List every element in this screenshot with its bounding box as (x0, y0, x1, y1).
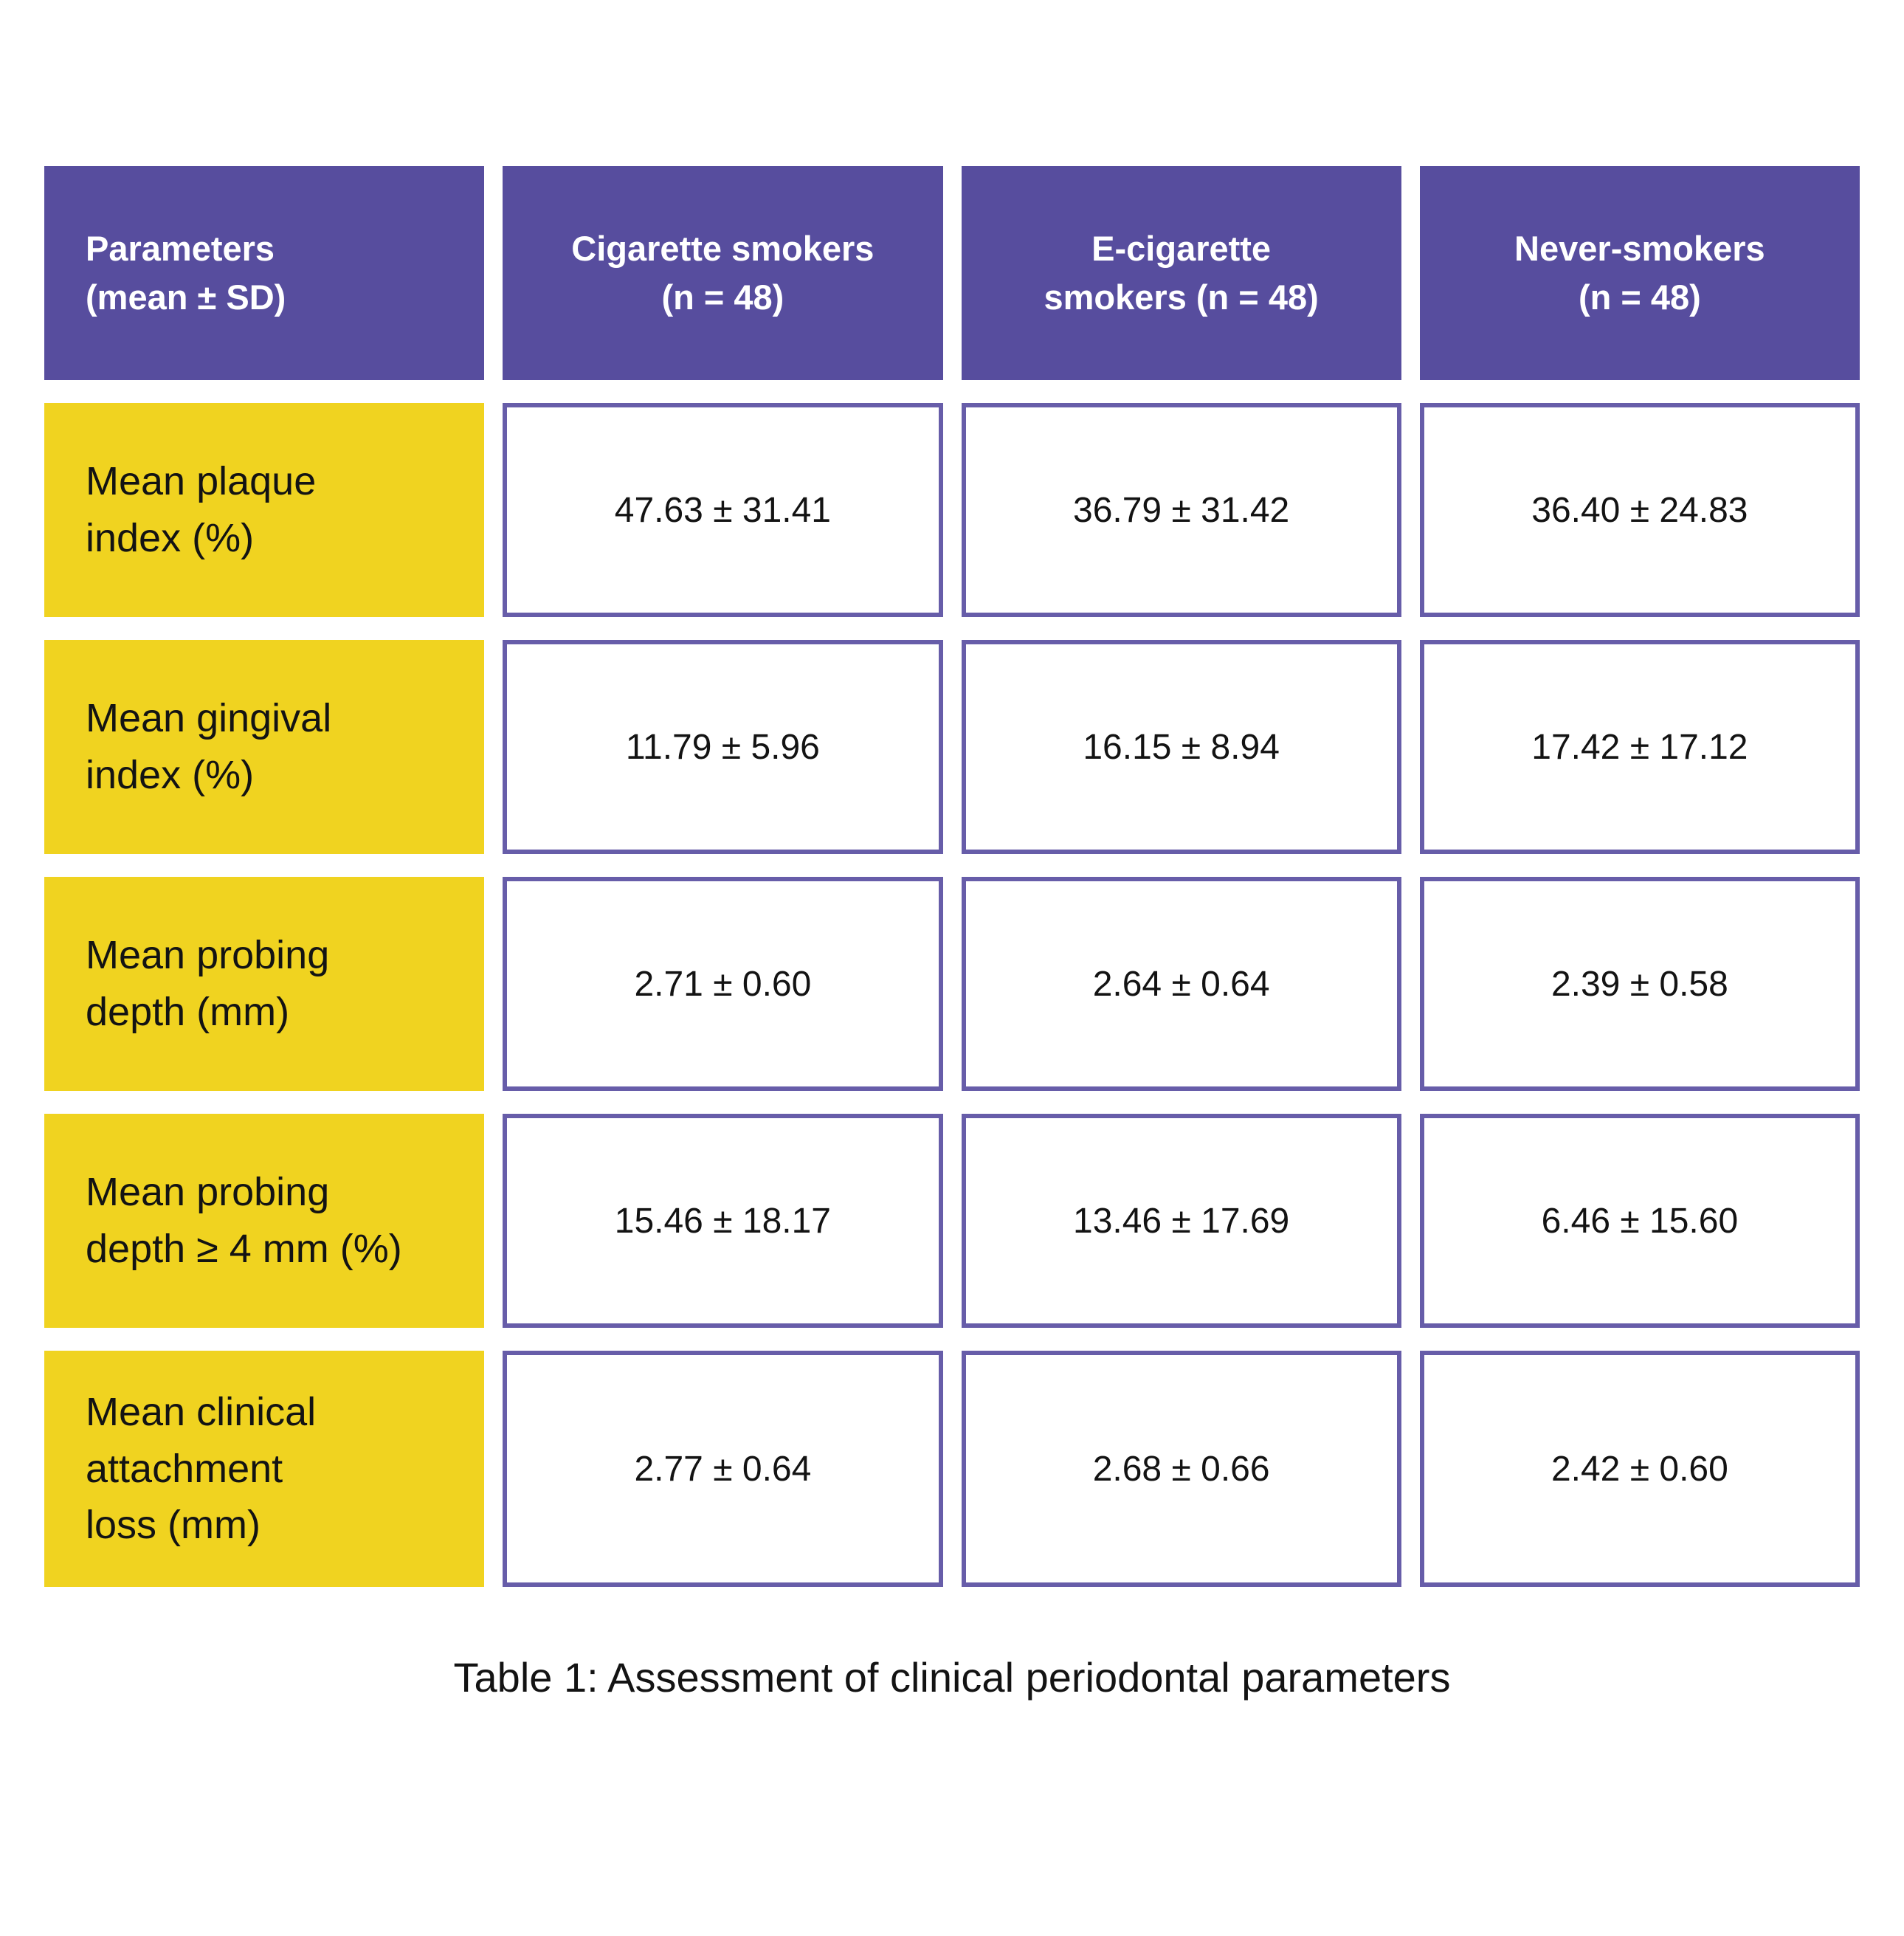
value-probing4mm-ecigarette: 13.46 ± 17.69 (961, 1114, 1401, 1328)
value-probing4mm-never: 6.46 ± 15.60 (1419, 1114, 1860, 1328)
table-caption: Table 1: Assessment of clinical periodon… (453, 1654, 1451, 1701)
header-cell-parameters: Parameters (mean ± SD) (44, 166, 485, 380)
value-attachment-cigarette: 2.77 ± 0.64 (503, 1351, 943, 1587)
value-gingival-cigarette: 11.79 ± 5.96 (503, 640, 943, 854)
value-plaque-cigarette: 47.63 ± 31.41 (503, 403, 943, 617)
header-cell-ecigarette-smokers: E-cigarette smokers (n = 48) (961, 166, 1401, 380)
value-gingival-never: 17.42 ± 17.12 (1419, 640, 1860, 854)
header-cell-never-smokers: Never-smokers (n = 48) (1419, 166, 1860, 380)
periodontal-parameters-table: Parameters (mean ± SD) Cigarette smokers… (44, 166, 1860, 1587)
header-cell-cigarette-smokers: Cigarette smokers (n = 48) (503, 166, 943, 380)
value-plaque-ecigarette: 36.79 ± 31.42 (961, 403, 1401, 617)
value-probing-never: 2.39 ± 0.58 (1419, 877, 1860, 1091)
value-probing-ecigarette: 2.64 ± 0.64 (961, 877, 1401, 1091)
value-plaque-never: 36.40 ± 24.83 (1419, 403, 1860, 617)
value-probing4mm-cigarette: 15.46 ± 18.17 (503, 1114, 943, 1328)
row-label-mean-gingival-index: Mean gingival index (%) (44, 640, 485, 854)
value-probing-cigarette: 2.71 ± 0.60 (503, 877, 943, 1091)
value-gingival-ecigarette: 16.15 ± 8.94 (961, 640, 1401, 854)
row-label-clinical-attachment-loss: Mean clinical attachment loss (mm) (44, 1351, 485, 1587)
row-label-probing-depth-4mm: Mean probing depth ≥ 4 mm (%) (44, 1114, 485, 1328)
row-label-mean-plaque-index: Mean plaque index (%) (44, 403, 485, 617)
row-label-mean-probing-depth: Mean probing depth (mm) (44, 877, 485, 1091)
value-attachment-ecigarette: 2.68 ± 0.66 (961, 1351, 1401, 1587)
value-attachment-never: 2.42 ± 0.60 (1419, 1351, 1860, 1587)
